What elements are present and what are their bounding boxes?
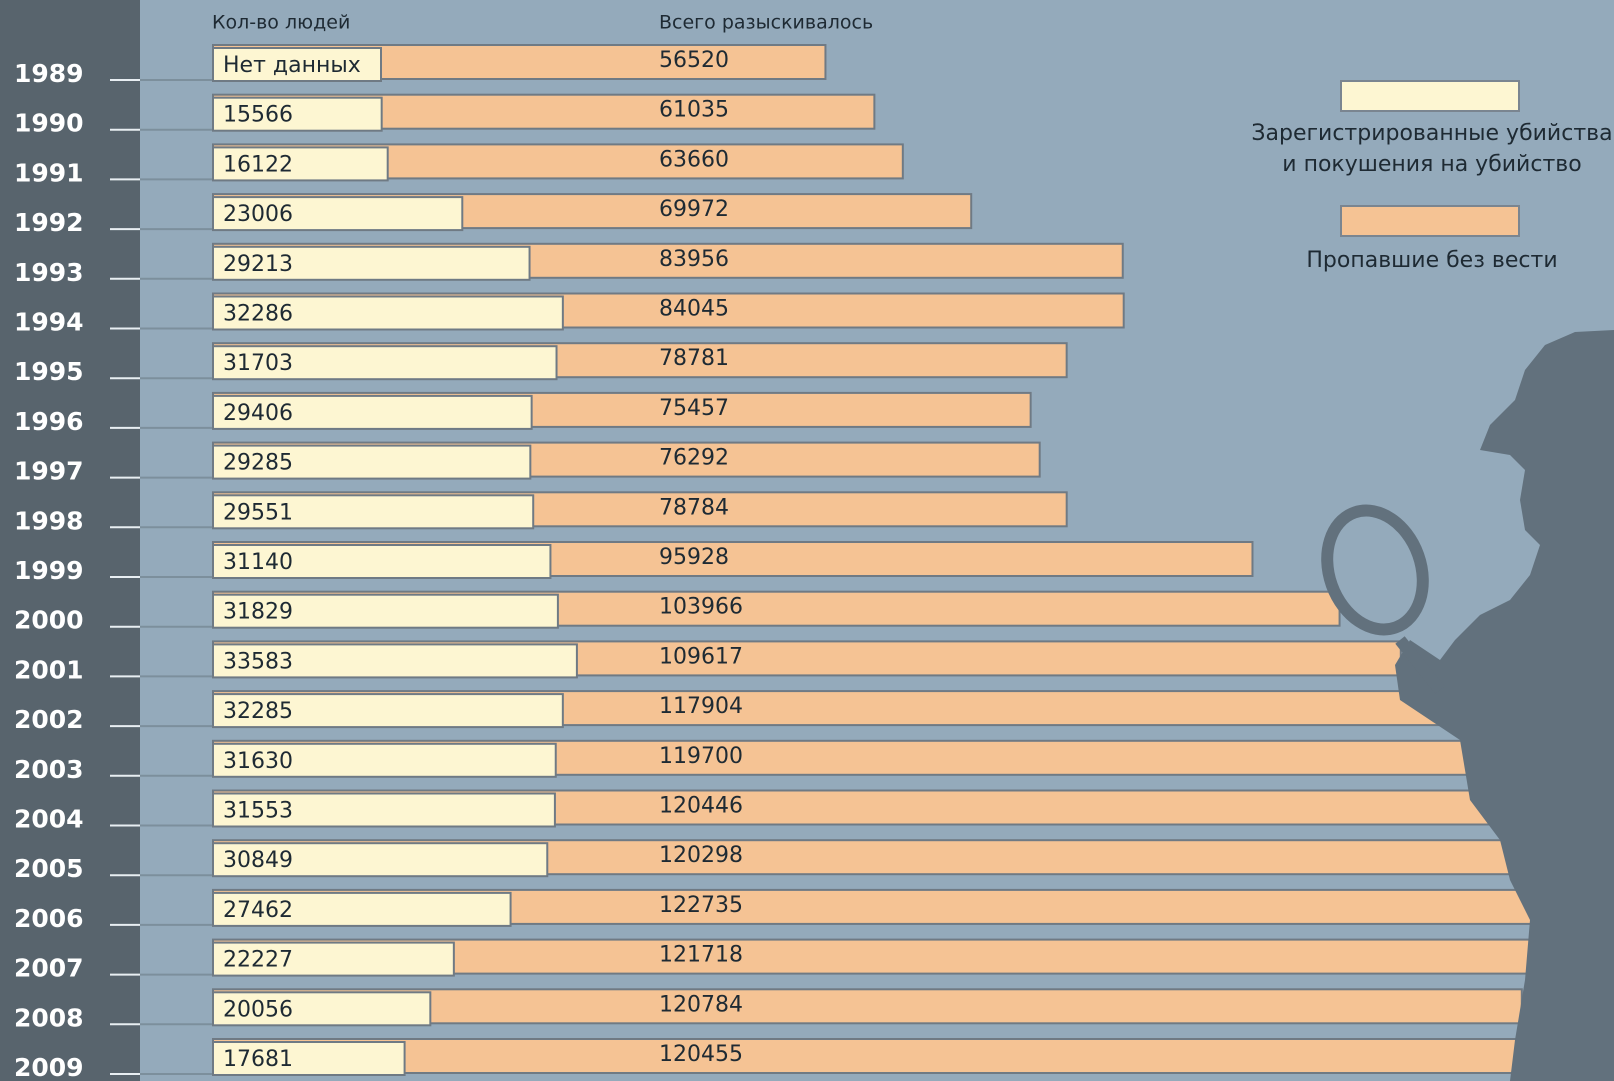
value-label: 56520 (659, 48, 729, 73)
value-label: 63660 (659, 147, 729, 172)
year-label: 1996 (14, 407, 84, 436)
year-label: 2007 (14, 954, 84, 983)
value-label: 95928 (659, 545, 729, 570)
value-label: 120446 (659, 794, 743, 819)
value-label: 31829 (223, 600, 293, 625)
column-header: Кол-во людей (212, 12, 350, 34)
bars: 1989 56520 Нет данных 1990 61035 15566 1991 636… (14, 45, 1543, 1081)
value-label: 31140 (223, 550, 293, 575)
year-label: 1992 (14, 208, 84, 237)
value-label: 31630 (223, 749, 293, 774)
value-label: 121718 (659, 943, 743, 968)
year-label: 1995 (14, 357, 84, 386)
year-label: 1997 (14, 457, 84, 486)
value-label: 75457 (659, 396, 729, 421)
value-label: 76292 (659, 446, 729, 471)
legend-swatch (1340, 205, 1520, 237)
value-label: 69972 (659, 197, 729, 222)
value-label: 17681 (223, 1047, 293, 1072)
year-label: 1994 (14, 308, 84, 337)
value-label: 23006 (223, 202, 293, 227)
value-label: 27462 (223, 898, 293, 923)
value-label: 29551 (223, 500, 293, 525)
year-label: 1989 (14, 59, 84, 88)
value-label: 30849 (223, 848, 293, 873)
legend-label: Пропавшие без вести (1250, 245, 1614, 276)
value-label: 84045 (659, 297, 729, 322)
no-data-label: Нет данных (223, 53, 361, 78)
year-label: 1991 (14, 158, 84, 187)
year-label: 1999 (14, 556, 84, 585)
year-label: 2002 (14, 705, 84, 734)
value-label: 78784 (659, 495, 729, 520)
year-label: 1998 (14, 506, 84, 535)
value-label: 33583 (223, 649, 293, 674)
infographic: Кол-во людей Всего разыскивалось 1989 565… (0, 0, 1614, 1081)
bar-missing (213, 1039, 1518, 1073)
value-label: 29406 (223, 401, 293, 426)
value-label: 16122 (223, 152, 293, 177)
value-label: 15566 (223, 103, 293, 128)
value-label: 117904 (659, 694, 743, 719)
year-label: 2001 (14, 655, 84, 684)
value-label: 83956 (659, 247, 729, 272)
year-label: 1990 (14, 109, 84, 138)
year-label: 2008 (14, 1003, 84, 1032)
value-label: 29285 (223, 451, 293, 476)
value-label: 122735 (659, 893, 743, 918)
value-label: 119700 (659, 744, 743, 769)
value-label: 78781 (659, 346, 729, 371)
value-label: 20056 (223, 997, 293, 1022)
value-label: 120784 (659, 992, 743, 1017)
year-label: 2005 (14, 854, 84, 883)
value-label: 32285 (223, 699, 293, 724)
value-label: 120455 (659, 1042, 743, 1067)
value-label: 61035 (659, 98, 729, 123)
value-label: 32286 (223, 302, 293, 327)
legend-label: Зарегистрированные убийства и покушения … (1250, 118, 1614, 180)
year-label: 2000 (14, 606, 84, 635)
year-label: 2003 (14, 755, 84, 784)
legend-swatch (1340, 80, 1520, 112)
value-label: 120298 (659, 843, 743, 868)
value-label: 22227 (223, 948, 293, 973)
value-label: 31703 (223, 351, 293, 376)
value-label: 109617 (659, 644, 743, 669)
value-label: 29213 (223, 252, 293, 277)
value-label: 103966 (659, 595, 743, 620)
value-label: 31553 (223, 799, 293, 824)
year-label: 2004 (14, 805, 84, 834)
year-label: 2006 (14, 904, 84, 933)
year-label: 2009 (14, 1053, 84, 1081)
column-header: Всего разыскивалось (659, 12, 873, 34)
year-label: 1993 (14, 258, 84, 287)
